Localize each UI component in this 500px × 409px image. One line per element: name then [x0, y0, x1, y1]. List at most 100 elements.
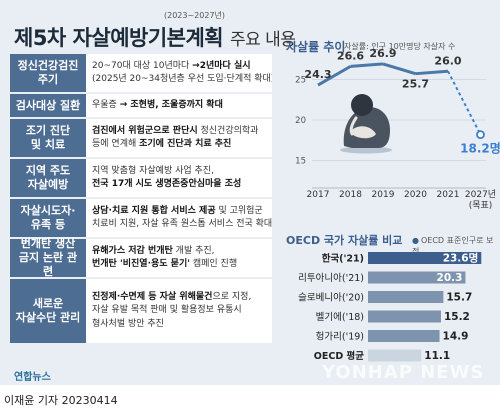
trend-value-label: 26.9: [369, 47, 396, 60]
trend-ytick: 15: [295, 157, 306, 167]
trend-category-label: 2017: [307, 190, 330, 200]
measure-detail-text: 조기에 진단과 치료 추진: [139, 139, 232, 149]
trend-line-segment: [382, 62, 416, 76]
measure-label: 정신건강검진 주기: [10, 54, 86, 92]
title-block: (2023~2027년) 제5차 자살예방기본계획 주요 내용: [14, 8, 314, 50]
trend-line-segment: [415, 69, 449, 76]
measure-detail-text: 형사처벌 방안 추진: [92, 318, 164, 329]
measure-detail-text: 자살 유발 목적 판매 및 활용정보 유통시: [92, 305, 242, 316]
measure-detail-text: 으로 지정,: [212, 292, 252, 303]
measure-detail: 20~70대 대상 10년마다 →2년마다 실시 (2025년 20~34청년층 …: [86, 54, 272, 92]
oecd-bar: [368, 271, 466, 284]
measure-detail-text: 20~70대 대상 10년마다: [92, 60, 193, 71]
measure-label: 번개탄 생산 금지 논란 관련: [10, 237, 86, 278]
measure-label: 검사대상 질환: [10, 94, 86, 117]
measure-detail: 검진에서 위험군으로 판단시 정신건강의학과 등에 연계해 조기에 진단과 치료 …: [86, 119, 272, 157]
trend-line-chart: 25 20 15 24.3 2017 26.6 2018 26.9 2019 25.7 2020 26…: [295, 47, 500, 211]
trend-chart-note: 자살률: 인구 10만명당 자살자 수: [344, 42, 456, 51]
trend-category-label: 2027년 (목표): [465, 189, 496, 211]
trend-line-segment: [350, 62, 384, 68]
oecd-value-label: 23.6명: [443, 252, 479, 265]
measure-row: 검사대상 질환 우울증 → 조현병, 조울증까지 확대: [10, 94, 272, 117]
oecd-chart-title: OECD 국가 자살률 비교: [286, 234, 403, 247]
measure-row: 조기 진단 및 치료 검진에서 위험군으로 판단시 정신건강의학과 등에 연계해 조…: [10, 119, 272, 157]
title-suffix: 주요 내용: [229, 30, 296, 50]
trend-value-label: 18.2명: [460, 142, 500, 156]
oecd-bar: [368, 349, 422, 362]
oecd-category-label: 한국('21): [322, 253, 364, 265]
measure-detail-line: 20~70대 대상 10년마다 →2년마다 실시: [92, 60, 266, 73]
measure-detail-text: 번개탄 '비진열·용도 묻기': [92, 259, 190, 269]
measure-detail-line: 진정제·수면제 등 자살 위해물건으로 지정,: [92, 291, 266, 304]
measure-detail-line: 상담·치료 지원 통합 서비스 제공 및 고위험군: [92, 205, 266, 218]
measure-detail-text: 유해가스 저감 번개탄: [92, 245, 173, 256]
measure-detail-text: (2025년 20~34청년층 우선 도입·단계적 확대): [92, 74, 272, 84]
measure-label: 조기 진단 및 치료: [10, 119, 86, 157]
oecd-value-label: 14.9: [443, 331, 469, 343]
measure-row: 번개탄 생산 금지 논란 관련 유해가스 저감 번개탄 개발 추진, 번개탄 '비진…: [10, 237, 272, 278]
measure-detail-line: 자살 유발 목적 판매 및 활용정보 유통시: [92, 304, 266, 317]
oecd-value-label: 20.3: [437, 272, 463, 284]
measure-detail: 지역 맞춤형 자살예방 사업 추진, 전국 17개 시도 생명존중안심마을 조성: [86, 159, 272, 197]
measure-detail: 우울증 → 조현병, 조울증까지 확대: [86, 94, 272, 117]
oecd-bar: [368, 252, 482, 264]
measure-detail: 상담·치료 지원 통합 서비스 제공 및 고위험군 치료비 지원, 자살 유족 원…: [86, 199, 272, 237]
trend-ytick: 20: [295, 116, 306, 126]
yonhap-logo: 연합뉴스: [14, 372, 51, 383]
title-main: 제5차 자살예방기본계획: [14, 26, 224, 50]
oecd-bar: [368, 310, 441, 323]
oecd-category-label: 벨기에('18): [316, 312, 364, 323]
measure-detail-text: → 조현병, 조울증까지 확대: [119, 99, 223, 110]
title-period: (2023~2027년): [164, 11, 226, 20]
sad-person-illustration: [340, 94, 392, 154]
measure-detail: 유해가스 저감 번개탄 개발 추진, 번개탄 '비진열·용도 묻기' 캠페인 진행: [86, 239, 272, 277]
measure-detail-text: 및 고위험군: [215, 205, 263, 216]
trend-category-label: 2020: [404, 190, 427, 200]
oecd-category-label: OECD 평균: [314, 350, 364, 362]
yonhap-watermark: YONHAP NEWS: [322, 362, 485, 383]
trend-category-label: 2021: [437, 190, 460, 200]
trend-category-label: 2018: [339, 190, 362, 200]
oecd-category-label: 헝가리('19): [316, 332, 364, 343]
oecd-value-label: 11.1: [424, 350, 450, 362]
oecd-chart-note: OECD 표준인구로 보정: [412, 235, 500, 257]
oecd-value-label: 15.7: [446, 292, 472, 304]
measure-detail-text: 전국 17개 시도 생명존중안심마을 조성: [92, 179, 242, 189]
oecd-bar: [368, 330, 440, 342]
oecd-category-label: 리투아니아('21): [298, 273, 364, 284]
measure-detail-text: →2년마다 실시: [192, 60, 251, 71]
measure-detail-text: 치료비 지원, 자살 유족 원스톱 서비스 전국 확대: [92, 219, 272, 229]
measure-detail-text: 지역 맞춤형 자살예방 사업 추진,: [92, 165, 214, 176]
measure-detail-line: 유해가스 저감 번개탄 개발 추진,: [92, 245, 266, 258]
oecd-category-label: 슬로베니아('20): [298, 293, 364, 304]
measure-detail-line: 치료비 지원, 자살 유족 원스톱 서비스 전국 확대: [92, 218, 272, 231]
measure-detail: 진정제·수면제 등 자살 위해물건으로 지정, 자살 유발 목적 판매 및 활용정…: [86, 279, 272, 343]
measure-row: 자살시도자· 유족 등 상담·치료 지원 통합 서비스 제공 및 고위험군 치료비 …: [10, 199, 272, 237]
measure-detail-text: 상담·치료 지원 통합 서비스 제공: [92, 205, 216, 216]
trend-category-label: 2019: [372, 190, 395, 200]
oecd-value-label: 15.2: [444, 311, 470, 323]
trend-value-label: 26.6: [337, 49, 364, 62]
page-title: 제5차 자살예방기본계획 주요 내용: [14, 22, 296, 52]
measure-detail-line: 번개탄 '비진열·용도 묻기' 캠페인 진행: [92, 258, 266, 271]
measure-detail-line: 지역 맞춤형 자살예방 사업 추진,: [92, 165, 266, 178]
measure-detail-text: 개발 추진,: [172, 245, 215, 256]
trend-ytick: 25: [295, 75, 306, 85]
oecd-bar: [368, 291, 444, 303]
measure-detail-text: 검진에서 위험군으로 판단시: [92, 125, 198, 136]
measure-detail-text: 진정제·수면제 등 자살 위해물건: [92, 292, 213, 303]
trend-value-label: 25.7: [402, 78, 429, 91]
trend-value-label: 24.3: [304, 68, 331, 81]
trend-chart-title: 자살률 추이: [286, 40, 346, 54]
trend-line-segment: [317, 65, 352, 87]
measure-label: 새로운 자살수단 관리: [10, 279, 86, 343]
measure-detail-line: (2025년 20~34청년층 우선 도입·단계적 확대): [92, 73, 272, 86]
infographic-card: (2023~2027년) 제5차 자살예방기본계획 주요 내용 정신건강검진 주…: [0, 0, 500, 385]
measure-detail-line: 우울증 → 조현병, 조울증까지 확대: [92, 99, 266, 112]
measure-label: 지역 주도 자살예방: [10, 159, 86, 197]
trend-value-label: 26.0: [434, 54, 461, 67]
measure-detail-text: 우울증: [92, 99, 120, 110]
measure-row: 정신건강검진 주기 20~70대 대상 10년마다 →2년마다 실시 (2025년 …: [10, 54, 272, 92]
trend-point: [476, 130, 485, 140]
